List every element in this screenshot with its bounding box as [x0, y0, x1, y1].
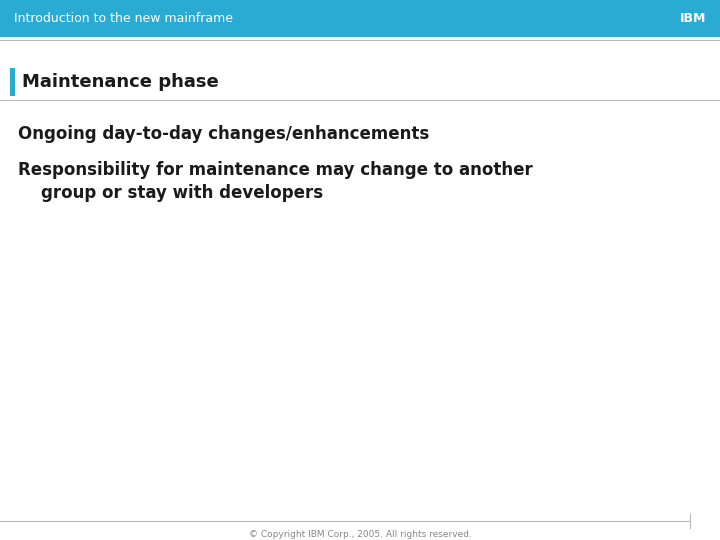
Text: Responsibility for maintenance may change to another
    group or stay with deve: Responsibility for maintenance may chang…: [18, 161, 533, 202]
Text: Introduction to the new mainframe: Introduction to the new mainframe: [14, 12, 233, 25]
Text: IBM: IBM: [680, 12, 706, 25]
Text: © Copyright IBM Corp., 2005. All rights reserved.: © Copyright IBM Corp., 2005. All rights …: [248, 530, 472, 539]
Text: Maintenance phase: Maintenance phase: [22, 73, 219, 91]
Text: Ongoing day-to-day changes/enhancements: Ongoing day-to-day changes/enhancements: [18, 125, 429, 143]
